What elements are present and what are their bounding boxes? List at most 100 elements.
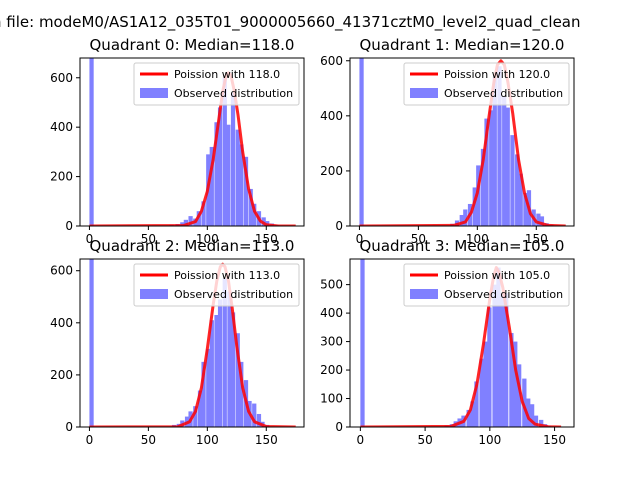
legend-label-observed: Observed distribution bbox=[444, 87, 563, 100]
x-tick-label: 150 bbox=[255, 232, 278, 246]
y-tick-label: 200 bbox=[50, 368, 73, 382]
hist-bar bbox=[239, 144, 244, 226]
hist-bar bbox=[183, 219, 188, 226]
quadrant-title: Quadrant 3: Median=105.0 bbox=[360, 237, 565, 255]
hist-bar bbox=[222, 77, 227, 226]
hist-bar bbox=[536, 213, 541, 226]
x-tick-label: 150 bbox=[525, 232, 548, 246]
hist-bar bbox=[193, 406, 198, 427]
y-tick-label: 600 bbox=[50, 71, 73, 85]
legend: Poission with 113.0 Observed distribution bbox=[133, 263, 300, 307]
legend-box bbox=[403, 62, 570, 106]
hist-bar bbox=[209, 320, 214, 427]
hist-bar bbox=[539, 216, 545, 226]
x-tick-label: 100 bbox=[466, 232, 489, 246]
axes-frame bbox=[79, 258, 305, 428]
hist-bar bbox=[359, 58, 364, 226]
hist-bar bbox=[523, 192, 528, 226]
quadrant-title: Quadrant 1: Median=120.0 bbox=[360, 36, 565, 54]
legend-label-poisson: Poission with 120.0 bbox=[444, 68, 550, 81]
x-tick-label: 0 bbox=[357, 433, 365, 447]
hist-bar bbox=[209, 146, 214, 226]
figure-suptitle: n file: modeM0/AS1A12_035T01_9000005660_… bbox=[0, 13, 581, 32]
y-tick-label: 500 bbox=[320, 278, 343, 292]
x-tick-label: 150 bbox=[255, 433, 278, 447]
subplots: 0 50 100 150 0 200 400 600 Quadrant 0: Median=11… bbox=[50, 36, 575, 447]
hist-bar bbox=[497, 66, 502, 226]
x-tick-label: 100 bbox=[478, 433, 501, 447]
hist-bar bbox=[89, 58, 94, 226]
y-tick-label: 0 bbox=[335, 420, 343, 434]
legend-bar-swatch bbox=[410, 88, 438, 98]
legend-box bbox=[133, 263, 300, 307]
y-tick-label: 400 bbox=[320, 109, 343, 123]
x-tick-label: 0 bbox=[86, 433, 94, 447]
quadrant-2-chart: 0 50 100 150 0 200 400 600 Quadrant 2: Median=11… bbox=[50, 237, 305, 447]
quadrant-1-chart: 0 50 100 150 0 200 400 600 Quadrant 1: Median=12… bbox=[320, 36, 575, 246]
hist-bar bbox=[217, 299, 223, 427]
hist-bar bbox=[522, 378, 527, 427]
x-tick-label: 100 bbox=[196, 433, 219, 447]
hist-bar bbox=[529, 404, 535, 427]
x-tick-label: 0 bbox=[356, 232, 364, 246]
axes-frame bbox=[349, 258, 575, 428]
hist-bar bbox=[517, 364, 522, 427]
hist-bar bbox=[505, 107, 510, 226]
hist-bar bbox=[463, 209, 468, 226]
hist-bar bbox=[206, 348, 211, 427]
legend-bar-swatch bbox=[140, 88, 168, 98]
y-tick-label: 200 bbox=[320, 363, 343, 377]
hist-bar bbox=[483, 341, 488, 427]
hist-bar bbox=[459, 214, 464, 226]
x-tick-label: 150 bbox=[543, 433, 566, 447]
plot-area bbox=[359, 58, 566, 226]
hist-bar bbox=[526, 398, 531, 427]
axes-frame bbox=[79, 57, 305, 227]
hist-bar bbox=[492, 77, 497, 226]
x-tick-label: 50 bbox=[141, 232, 156, 246]
legend-label-poisson: Poission with 113.0 bbox=[174, 269, 280, 282]
hist-bar bbox=[539, 419, 544, 427]
plot-area bbox=[89, 58, 296, 226]
hist-bar bbox=[227, 291, 232, 427]
hist-bar bbox=[201, 361, 206, 427]
y-tick-label: 200 bbox=[50, 170, 73, 184]
x-tick-label: 50 bbox=[411, 232, 426, 246]
y-tick-label: 0 bbox=[65, 219, 73, 233]
hist-bar bbox=[217, 107, 223, 226]
y-tick-label: 200 bbox=[320, 164, 343, 178]
plot-area bbox=[89, 259, 296, 427]
hist-bar bbox=[533, 415, 539, 427]
x-tick-label: 50 bbox=[417, 433, 432, 447]
y-tick-label: 400 bbox=[320, 306, 343, 320]
hist-bar bbox=[248, 188, 253, 226]
legend-bar-swatch bbox=[410, 289, 438, 299]
y-tick-label: 600 bbox=[50, 264, 73, 278]
hist-bar bbox=[252, 203, 257, 226]
hist-bar bbox=[515, 154, 520, 226]
y-tick-label: 400 bbox=[50, 316, 73, 330]
hist-bar bbox=[89, 259, 94, 427]
hist-bar bbox=[484, 118, 489, 226]
hist-bar bbox=[496, 267, 501, 427]
y-tick-label: 0 bbox=[335, 219, 343, 233]
hist-bar bbox=[256, 413, 262, 427]
hist-bar bbox=[466, 409, 471, 427]
hist-bar bbox=[197, 390, 203, 427]
x-tick-label: 100 bbox=[196, 232, 219, 246]
hist-bar bbox=[474, 381, 479, 427]
hist-bar bbox=[470, 401, 475, 427]
hist-bar bbox=[188, 216, 193, 226]
x-tick-label: 0 bbox=[86, 232, 94, 246]
y-tick-label: 100 bbox=[320, 392, 343, 406]
hist-bar bbox=[480, 148, 486, 226]
hist-bar bbox=[476, 165, 481, 226]
hist-bar bbox=[214, 122, 219, 226]
hist-bar bbox=[235, 129, 240, 226]
y-tick-label: 300 bbox=[320, 335, 343, 349]
legend-bar-swatch bbox=[140, 289, 168, 299]
poisson-line bbox=[359, 59, 566, 226]
legend: Poission with 105.0 Observed distribution bbox=[403, 263, 570, 307]
hist-bar bbox=[235, 333, 240, 427]
